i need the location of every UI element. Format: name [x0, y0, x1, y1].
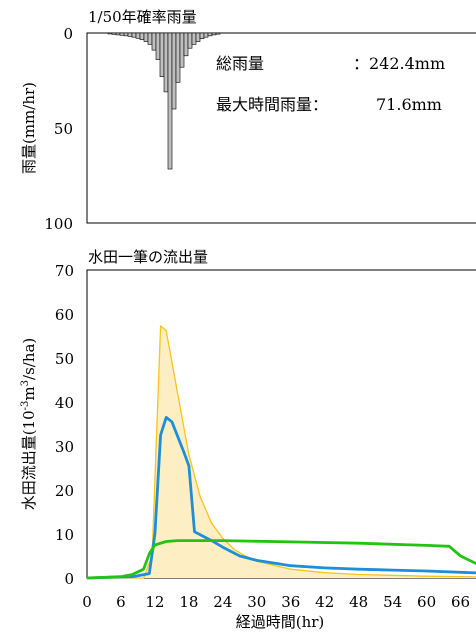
rain-bar [139, 32, 145, 40]
rain-bar [183, 32, 189, 57]
rain-y-tick-label: 100 [44, 215, 73, 233]
rain-bar [187, 32, 193, 49]
rainfall-annotation-max: 最大時間雨量： 71.6mm [216, 95, 442, 114]
runoff-x-tick-label: 42 [315, 593, 334, 611]
rain-bar [179, 32, 185, 68]
runoff-y-tick-label: 70 [55, 262, 74, 280]
runoff-y-label-pre: 水田流出量(10 [20, 410, 38, 510]
runoff-y-tick-label: 60 [55, 306, 74, 324]
rain-bar [175, 32, 181, 83]
rain-bar [143, 32, 149, 42]
rain-bar [199, 32, 205, 39]
total-rain-label: 総雨量 [216, 54, 264, 73]
runoff-y-label-sup2: 3 [20, 380, 31, 386]
rainfall-y-ticks: 0 50 100 [44, 25, 73, 233]
runoff-y-tick-label: 30 [55, 438, 74, 456]
rainfall-bars [107, 32, 221, 170]
rain-bar [211, 32, 217, 36]
total-rain-sep: ： [353, 54, 369, 73]
runoff-x-ticks: 061218243036424854606672 [82, 593, 470, 611]
rain-bar [107, 32, 113, 35]
runoff-y-label-mid: m [20, 386, 38, 400]
runoff-x-tick-label: 48 [349, 593, 368, 611]
runoff-x-tick-label: 18 [179, 593, 198, 611]
max-rain-value: 71.6mm [376, 95, 442, 114]
runoff-y-ticks: 0 10 20 30 40 50 60 70 [55, 262, 74, 588]
rain-bar [127, 32, 133, 37]
rain-bar [155, 32, 161, 60]
runoff-x-tick-label: 60 [417, 593, 436, 611]
runoff-series-0-area [87, 325, 476, 578]
runoff-x-label: 経過時間(hr) [236, 613, 325, 631]
rain-bar [191, 32, 197, 45]
runoff-y-tick-label: 0 [64, 570, 74, 588]
runoff-x-tick-label: 36 [281, 593, 300, 611]
rain-y-tick-label: 0 [63, 25, 73, 43]
runoff-y-tick-label: 20 [55, 482, 74, 500]
rain-bar [163, 32, 169, 93]
runoff-x-tick-label: 24 [213, 593, 232, 611]
rain-bar [203, 32, 209, 38]
runoff-y-tick-label: 10 [55, 526, 74, 544]
rain-bar [215, 32, 221, 35]
runoff-y-label-sup1: -3 [20, 401, 31, 411]
runoff-plot-frame [86, 269, 476, 579]
total-rain-value: 242.4mm [369, 54, 445, 73]
rain-bar [147, 32, 153, 45]
rain-bar [195, 32, 201, 42]
runoff-title: 水田一筆の流出量 [88, 248, 208, 266]
rainfall-plot-frame [86, 32, 476, 224]
rain-bar [131, 32, 137, 38]
rainfall-chart: 1/50年確率雨量 0 50 100 雨量(mm/hr) 総雨量 ： 242.4mm… [20, 8, 476, 233]
runoff-x-tick-label: 6 [116, 593, 126, 611]
rainfall-title: 1/50年確率雨量 [88, 8, 197, 26]
runoff-series-0-line [87, 325, 476, 579]
runoff-series-group [86, 325, 476, 580]
rain-bar [135, 32, 141, 39]
rain-bar [123, 32, 129, 37]
runoff-x-tick-label: 30 [247, 593, 266, 611]
runoff-y-label: 水田流出量(10-3m3/s/ha) [20, 338, 38, 511]
runoff-y-tick-label: 40 [55, 394, 74, 412]
rain-bar [207, 32, 213, 37]
runoff-x-tick-label: 0 [82, 593, 92, 611]
runoff-x-tick-label: 54 [383, 593, 402, 611]
rainfall-annotation-total: 総雨量 ： 242.4mm [216, 54, 445, 73]
runoff-x-tick-label: 66 [451, 593, 470, 611]
max-rain-label: 最大時間雨量： [216, 95, 328, 114]
rain-bar [111, 32, 117, 35]
runoff-y-label-post: /s/ha) [20, 338, 38, 380]
rain-bar [119, 32, 125, 36]
runoff-chart: 水田一筆の流出量 0 10 20 30 40 50 60 70 0 6 12 18 24 30 36 42 4… [20, 248, 476, 631]
rain-bar [151, 32, 157, 51]
rain-bar [167, 32, 173, 170]
rain-bar [159, 32, 165, 78]
rain-y-tick-label: 50 [54, 120, 73, 138]
runoff-x-tick-label: 12 [145, 593, 164, 611]
runoff-series-2-line [86, 539, 476, 580]
runoff-y-tick-label: 50 [55, 350, 74, 368]
rain-bar [115, 32, 121, 36]
rainfall-y-label: 雨量(mm/hr) [20, 82, 38, 174]
rain-bar [171, 32, 177, 110]
